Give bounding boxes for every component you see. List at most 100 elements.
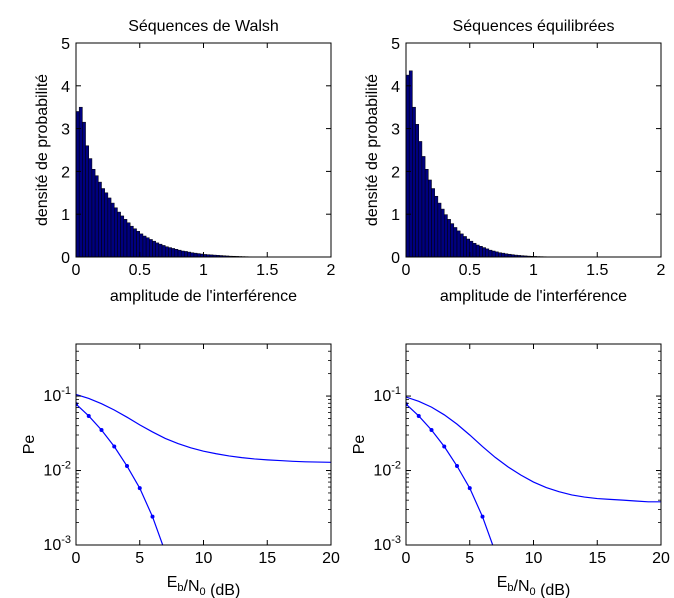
x-tick-label: 1 (529, 262, 538, 279)
y-tick-label: 10-2 (43, 460, 71, 480)
data-point (416, 413, 421, 418)
histogram-bar (107, 197, 112, 257)
y-axis-label: densité de probabilité (34, 74, 51, 226)
histogram-bar (180, 250, 185, 257)
histogram-bar (149, 239, 153, 257)
histogram-bar (479, 246, 483, 257)
y-tick-label: 1 (391, 207, 400, 224)
histogram-bar (485, 248, 490, 257)
x-tick-label: 5 (465, 550, 474, 567)
histogram-bar (152, 240, 156, 257)
histogram-bar (196, 253, 201, 257)
x-tick-label: 15 (588, 550, 606, 567)
plot-area (76, 106, 268, 257)
histogram-bar (133, 228, 137, 257)
y-tick-label: 4 (391, 79, 400, 96)
y-axis-label: Pe (351, 435, 368, 455)
histogram-bar (155, 242, 160, 257)
x-tick-label: 0 (72, 262, 81, 279)
histogram-bar (491, 250, 496, 257)
subplot-1: 0 0.5 1 1.5 2 0 1 2 3 4 5 Séquences de Walsh amplitu… (34, 18, 336, 305)
histogram-bar (145, 237, 150, 257)
y-tick-label: 1 (61, 207, 70, 224)
subplot-4: 0 5 10 15 20 10-3 10-2 10-1 Eb/N0 (dB) Pe (351, 343, 670, 598)
histogram-bar (142, 235, 147, 257)
x-tick-label: 1.5 (586, 262, 608, 279)
histogram-bar (114, 207, 118, 257)
plot-area (76, 393, 331, 545)
y-tick-label: 10-3 (373, 534, 401, 554)
x-tick-label: 5 (135, 550, 144, 567)
x-tick-label: 0 (402, 262, 411, 279)
data-point (480, 514, 485, 519)
histogram-bar (463, 236, 467, 257)
histogram-bar (190, 252, 195, 257)
histogram-bar (82, 121, 86, 257)
y-tick-label: 2 (61, 164, 70, 181)
y-tick-label: 4 (61, 79, 70, 96)
y-tick-label: 10-1 (373, 385, 401, 405)
histogram-bar (193, 252, 198, 257)
histogram-bar (421, 156, 426, 257)
y-tick-label: 0 (61, 250, 70, 267)
data-point (137, 486, 142, 491)
plot-area (406, 396, 661, 545)
data-point (455, 464, 459, 469)
histogram-bar (184, 251, 188, 257)
y-tick-label: 3 (391, 122, 400, 139)
histogram-bar (424, 169, 429, 257)
x-tick-label: 0 (402, 550, 411, 567)
series-line-1 (406, 396, 661, 503)
data-point (467, 486, 472, 491)
histogram-bar (187, 251, 191, 257)
x-tick-label: 1.5 (256, 262, 278, 279)
y-tick-label: 10-3 (43, 534, 71, 554)
histogram-bar (488, 249, 493, 257)
histogram-bar (94, 175, 99, 257)
histogram-bar (171, 248, 176, 257)
histogram-bar (174, 249, 179, 257)
y-tick-label: 2 (391, 164, 400, 181)
histogram-bar (110, 202, 115, 257)
histogram-bar (501, 252, 506, 257)
x-tick-label: 0.5 (129, 262, 151, 279)
histogram-bar (98, 181, 102, 257)
histogram-bar (459, 233, 464, 257)
histogram-bar (444, 214, 448, 257)
x-tick-label: 0.5 (459, 262, 481, 279)
chart-title: Séquences de Walsh (128, 18, 279, 35)
histogram-bar (456, 230, 461, 257)
x-tick-label: 1 (199, 262, 208, 279)
histogram-bar (85, 145, 89, 257)
histogram-bar (412, 106, 416, 257)
histogram-bar (88, 158, 93, 257)
histogram-bar (91, 169, 96, 257)
x-tick-label: 2 (657, 262, 666, 279)
x-tick-label: 0 (72, 550, 81, 567)
histogram-bar (428, 179, 432, 257)
histogram-bar (495, 251, 499, 257)
histogram-bar (165, 246, 169, 257)
series-line-1 (76, 393, 331, 463)
histogram-bar (117, 211, 121, 257)
data-point (99, 428, 104, 433)
data-point (150, 514, 155, 519)
histogram-bar (453, 227, 458, 257)
y-tick-label: 0 (391, 250, 400, 267)
x-tick-label: 2 (327, 262, 336, 279)
data-point (112, 444, 117, 449)
histogram-bar (408, 70, 413, 257)
data-point (86, 413, 91, 418)
data-point (442, 444, 447, 449)
histogram-bar (440, 208, 445, 257)
x-tick-label: 20 (322, 550, 340, 567)
x-tick-label: 20 (652, 550, 670, 567)
histogram-bar (431, 188, 435, 257)
histogram-bar (415, 124, 419, 257)
series-line-2 (406, 403, 494, 545)
data-point (429, 428, 434, 433)
y-tick-label: 3 (61, 122, 70, 139)
chart-title: Séquences équilibrées (453, 18, 615, 35)
y-tick-label: 5 (391, 36, 400, 53)
